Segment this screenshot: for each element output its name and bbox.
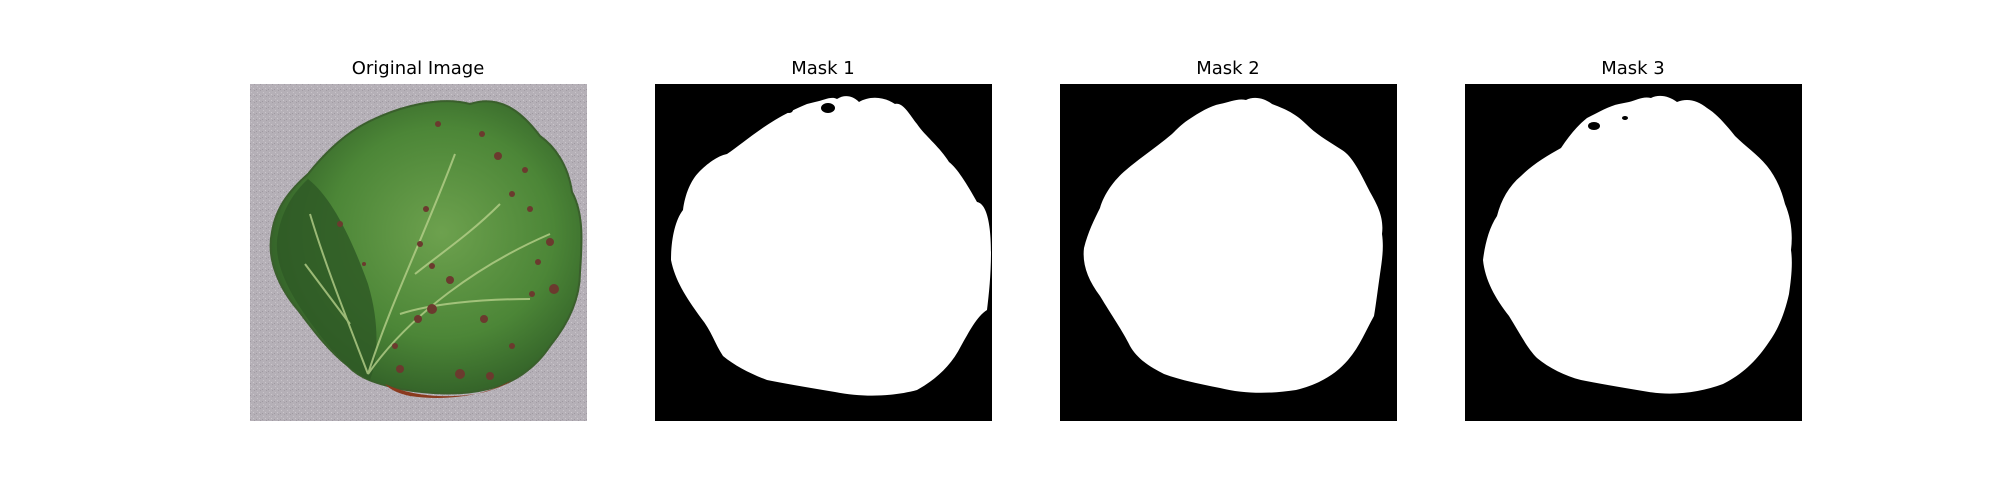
mask-foreground xyxy=(671,96,991,396)
mask-3-image xyxy=(1465,84,1802,421)
mask-2-title: Mask 2 xyxy=(1196,58,1260,79)
mask-3-title: Mask 3 xyxy=(1601,58,1665,79)
mask-foreground xyxy=(1083,97,1383,393)
mask-1-image xyxy=(655,84,992,421)
mask-hole xyxy=(821,103,835,113)
leaf-veins xyxy=(304,153,551,375)
mask-foreground xyxy=(1483,95,1792,394)
mask-1-title: Mask 1 xyxy=(791,58,855,79)
mask-speck xyxy=(1115,236,1119,240)
mask-2-image xyxy=(1060,84,1397,421)
original-leaf-image xyxy=(250,84,587,421)
mask-hole xyxy=(1622,116,1628,120)
original-image-title: Original Image xyxy=(351,58,485,79)
mask-hole xyxy=(1588,122,1600,130)
mask-hole xyxy=(785,107,793,113)
leaf-lesions xyxy=(337,121,559,380)
